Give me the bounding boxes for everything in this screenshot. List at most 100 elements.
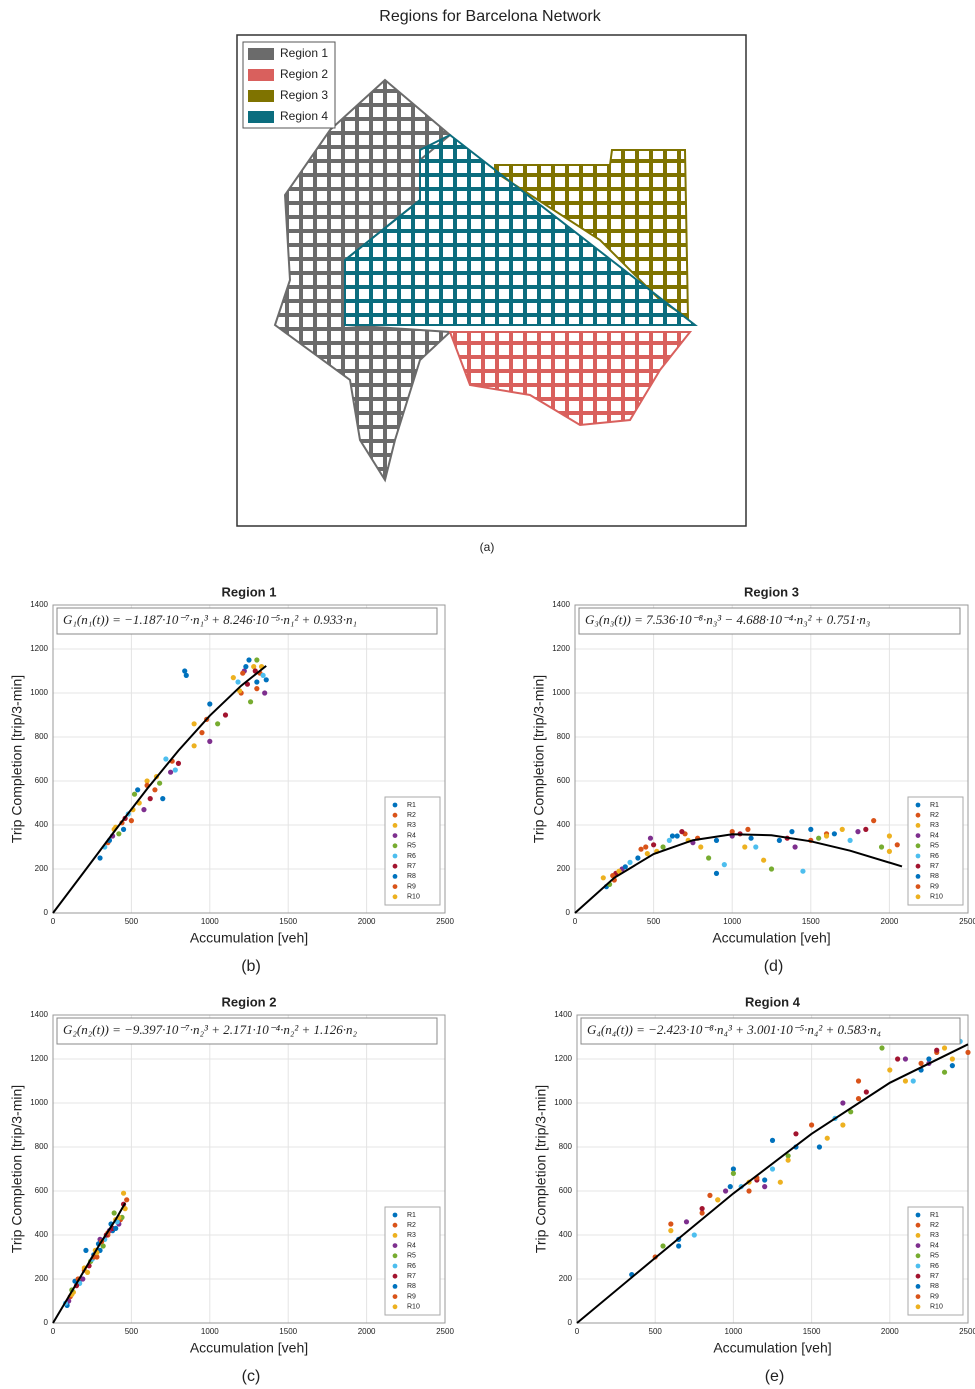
scatter-point <box>254 657 260 663</box>
scatter-point <box>831 831 837 837</box>
x-tick-label: 2000 <box>881 1327 899 1336</box>
scatter-point <box>792 844 798 850</box>
scatter-point <box>676 1243 682 1249</box>
legend-marker <box>392 874 398 879</box>
legend-marker <box>915 874 921 879</box>
legend-marker <box>392 853 398 859</box>
scatter-point <box>730 1166 737 1172</box>
scatter-point <box>713 870 720 877</box>
scatter-point <box>215 721 221 727</box>
scatter-point <box>666 837 672 844</box>
scatter-point <box>191 743 197 749</box>
equation: G₁(n₁(t)) = −1.187·10⁻⁷·n₁³ + 8.246·10⁻⁵… <box>63 612 357 627</box>
scatter-point <box>823 833 830 839</box>
scatter-point <box>635 855 641 861</box>
scatter-point <box>918 1060 924 1066</box>
legend-label: R9 <box>930 1293 939 1300</box>
scatter-point <box>660 1243 666 1249</box>
scatter-point <box>175 760 182 767</box>
legend-marker <box>915 853 921 859</box>
x-tick-label: 1500 <box>279 1327 297 1336</box>
legend-marker <box>392 863 398 869</box>
scatter-point <box>855 829 861 835</box>
scatter-point <box>886 833 893 839</box>
legend-label: R7 <box>930 863 939 870</box>
legend-label: R1 <box>407 1212 416 1219</box>
x-tick-label: 1000 <box>201 917 219 926</box>
legend-label: R6 <box>407 1263 416 1270</box>
fit-curve <box>52 665 267 914</box>
region-network <box>344 133 698 326</box>
legend-marker <box>915 863 921 869</box>
scatter-point <box>183 672 189 679</box>
legend-label: R8 <box>930 873 939 880</box>
legend-label: R7 <box>407 863 416 870</box>
legend-marker <box>392 1273 398 1279</box>
y-tick-label: 400 <box>557 820 571 829</box>
panel-caption: (a) <box>480 540 495 554</box>
legend-label: R3 <box>407 822 416 829</box>
scatter-point <box>251 664 257 670</box>
legend-marker <box>392 1233 398 1238</box>
equation-box <box>578 607 961 635</box>
y-tick-label: 0 <box>568 1318 573 1327</box>
y-tick-label: 1200 <box>30 644 48 653</box>
x-tick-label: 0 <box>573 917 578 926</box>
legend-label: Region 2 <box>280 67 328 81</box>
x-tick-label: 0 <box>51 1327 56 1336</box>
scatter-point <box>191 721 197 727</box>
y-tick-label: 400 <box>35 820 49 829</box>
legend-marker <box>392 1284 398 1289</box>
y-tick-label: 0 <box>44 908 49 917</box>
y-tick-label: 1000 <box>552 688 570 697</box>
y-axis-label: Trip Completion [trip/3-min] <box>9 1085 25 1253</box>
legend-label: R4 <box>407 832 416 839</box>
scatter-point <box>863 1089 869 1095</box>
scatter-point <box>157 780 163 786</box>
x-axis-label: Accumulation [veh] <box>190 1340 308 1356</box>
x-tick-label: 0 <box>575 1327 580 1336</box>
legend-swatch <box>248 90 274 102</box>
legend-marker <box>392 823 398 828</box>
legend-label: R6 <box>930 1263 939 1270</box>
legend-swatch <box>248 111 274 123</box>
scatter-point <box>748 835 754 841</box>
scatter-point <box>152 787 158 793</box>
scatter-point <box>753 844 759 850</box>
scatter-point <box>721 862 727 868</box>
scatter-point <box>727 1184 733 1190</box>
scatter-point <box>816 1144 823 1150</box>
scatter-point <box>141 807 147 813</box>
equation-box <box>580 1017 961 1045</box>
legend-label: Region 4 <box>280 109 328 123</box>
x-tick-label: 1000 <box>725 1327 743 1336</box>
scatter-point <box>715 1197 721 1203</box>
legend-marker <box>392 1222 398 1228</box>
legend-label: R4 <box>930 1242 939 1249</box>
legend-marker <box>392 843 398 849</box>
scatter-point <box>769 1137 776 1143</box>
scatter-point <box>965 1049 971 1055</box>
legend-label: R10 <box>930 1304 943 1311</box>
legend-label: R2 <box>407 1222 416 1229</box>
y-tick-label: 1200 <box>30 1054 48 1063</box>
scatter-point <box>847 837 853 844</box>
map-title: Regions for Barcelona Network <box>379 8 601 25</box>
scatter-point <box>895 1056 901 1062</box>
fit-curve <box>52 1202 126 1324</box>
scatter-point <box>762 1184 768 1190</box>
scatter-point <box>934 1047 940 1053</box>
x-tick-label: 1500 <box>279 917 297 926</box>
scatter-point <box>699 1206 705 1212</box>
legend-label: R10 <box>407 1304 420 1311</box>
legend-label: R3 <box>930 822 939 829</box>
legend-label: R6 <box>930 853 939 860</box>
scatter-point <box>199 730 205 736</box>
scatter-point <box>707 1192 713 1198</box>
x-tick-label: 2000 <box>358 1327 376 1336</box>
scatter-point <box>230 675 236 681</box>
equation: G₄(n₄(t)) = −2.423·10⁻⁸·n₄³ + 3.001·10⁻⁵… <box>587 1022 882 1037</box>
y-tick-label: 200 <box>35 1274 49 1283</box>
axes-frame <box>574 604 969 914</box>
